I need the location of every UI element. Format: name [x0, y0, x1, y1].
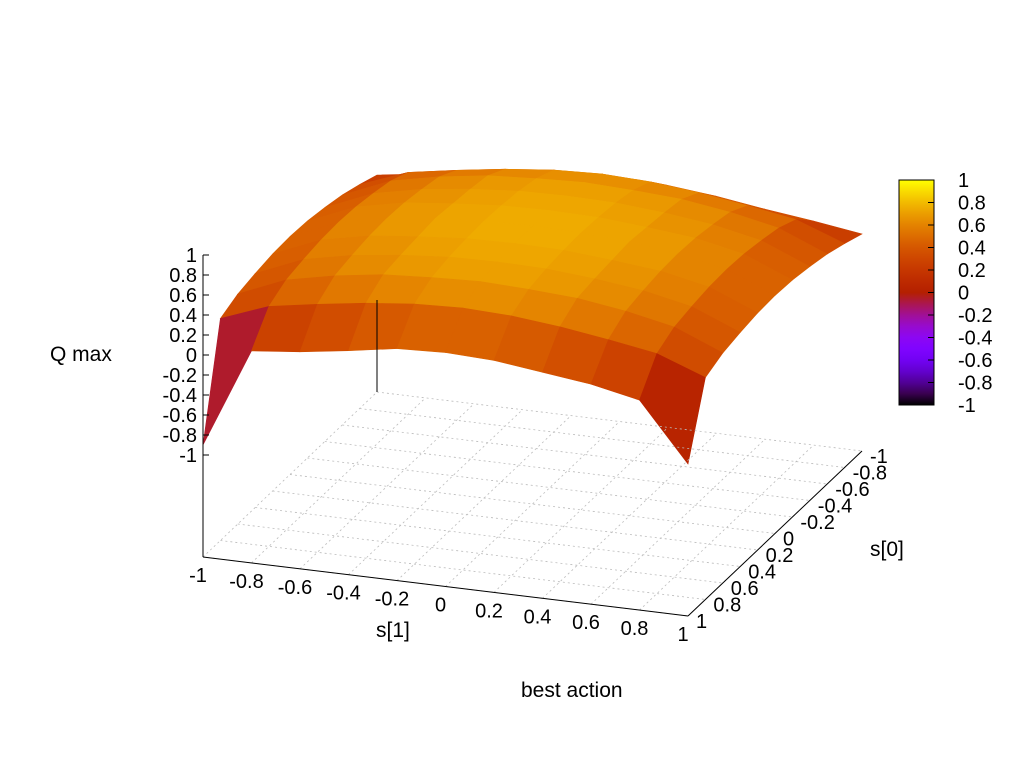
grid-line-x — [542, 433, 717, 599]
grid-line-y — [376, 391, 863, 452]
x-axis-line — [202, 556, 689, 617]
y-tick-label: -0.8 — [853, 463, 887, 485]
grid-line-y — [307, 457, 793, 518]
axes — [202, 255, 863, 617]
z-tick-label: 0.6 — [169, 285, 197, 307]
grid-line-y — [289, 474, 776, 534]
x-axis-label: s[1] — [376, 619, 410, 642]
x-tick-label: 0 — [435, 595, 446, 617]
z-axis-label: Q max — [50, 343, 112, 366]
y-axis-line — [687, 450, 863, 617]
y-tick-label: 0.8 — [713, 595, 741, 617]
z-tick-label: -0.8 — [163, 425, 197, 447]
z-tick-label: 0.4 — [169, 305, 197, 327]
colorbar-tick-label: -0.8 — [958, 373, 992, 395]
y-tick-label: 0 — [783, 529, 794, 551]
x-tick-label: 0.2 — [475, 600, 503, 622]
z-tick-label: -1 — [179, 445, 197, 467]
colorbar-tick-label: 0.6 — [958, 215, 986, 237]
z-tick-label: -0.2 — [163, 365, 197, 387]
colorbar-tick-label: 0.4 — [958, 238, 986, 260]
z-tick-label: 0 — [186, 345, 197, 367]
grid-line-x — [493, 427, 669, 593]
grid-line-y — [237, 523, 723, 584]
grid-line-x — [299, 403, 475, 570]
colorbar-tick-label: -0.4 — [958, 328, 992, 350]
x-tick-label: -0.2 — [375, 589, 409, 611]
grid-line-y — [220, 540, 706, 600]
y-tick-label: 1 — [696, 611, 707, 633]
colorbar-tick-label: -0.6 — [958, 350, 992, 372]
colorbar-tick-label: -0.2 — [958, 305, 992, 327]
y-tick-label: 0.6 — [731, 578, 759, 600]
y-tick-label: -1 — [870, 446, 888, 468]
z-tick-label: -0.6 — [163, 405, 197, 427]
y-tick-label: -0.6 — [835, 479, 869, 501]
x-tick-label: 0.6 — [572, 612, 600, 634]
y-axis-label: s[0] — [870, 538, 904, 561]
colorbar-tick-label: 0.8 — [958, 193, 986, 215]
x-tick-label: 0.8 — [621, 618, 649, 640]
y-tick-label: 0.4 — [748, 562, 776, 584]
y-tick-label: -0.4 — [818, 496, 852, 518]
grid-line-y — [272, 490, 758, 551]
y-tick-label: 0.2 — [766, 545, 794, 567]
footer-label: best action — [521, 679, 623, 702]
z-tick-label: 1 — [186, 245, 197, 267]
x-tick-label: 0.4 — [524, 606, 552, 628]
x-tick-label: -1 — [189, 565, 207, 587]
grid-line-y — [255, 507, 741, 567]
colorbar-tick-label: 1 — [958, 170, 969, 192]
colorbar-tick-label: 0.2 — [958, 260, 986, 282]
surface — [202, 168, 863, 465]
z-tick-label: -0.4 — [163, 385, 197, 407]
grid-line-y — [359, 408, 845, 468]
grid-line-x — [251, 397, 426, 564]
tick-labels: 10.80.60.40.20-0.2-0.4-0.6-0.8-1-1 -0.8 -0… — [163, 245, 888, 646]
x-tick-label: -0.6 — [278, 577, 312, 599]
x-tick-label: -0.4 — [326, 583, 360, 605]
x-tick-label: -0.8 — [229, 571, 263, 593]
colorbar-tick-label: 0 — [958, 283, 969, 305]
z-tick-label: 0.2 — [169, 325, 197, 347]
grid-line-y — [324, 441, 810, 501]
grid-line-y — [342, 424, 828, 485]
colorbar: 10.80.60.40.20-0.2-0.4-0.6-0.8-1 — [898, 170, 992, 417]
surface-facet — [639, 353, 706, 465]
z-tick-label: 0.8 — [169, 265, 197, 287]
x-tick-label: 1 — [677, 624, 688, 646]
y-tick-label: -0.2 — [800, 512, 834, 534]
surface-facet — [202, 305, 270, 446]
grid-line-x — [445, 421, 620, 587]
colorbar-tick-label: -1 — [958, 395, 976, 417]
